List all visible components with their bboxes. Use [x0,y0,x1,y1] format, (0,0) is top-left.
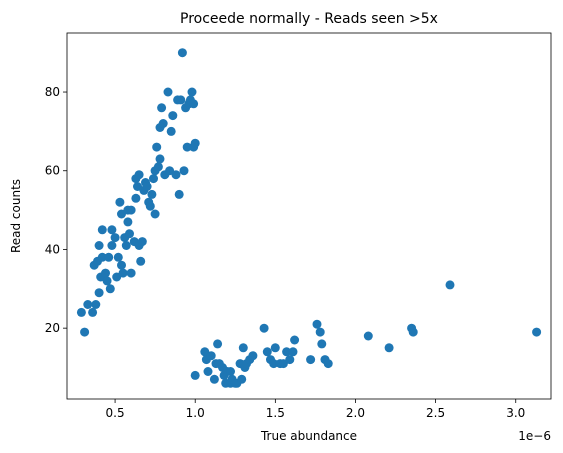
data-point [107,241,117,250]
x-tick-label: 2.5 [426,406,445,420]
data-point [102,276,112,286]
y-tick-label: 60 [45,164,60,178]
data-point [187,87,197,97]
data-point [149,174,158,184]
data-point [150,209,160,219]
data-point [248,351,258,361]
data-point [163,87,173,97]
data-point [237,374,247,384]
data-point [147,189,157,199]
data-point [166,126,176,136]
data-point [126,205,136,215]
x-axis: 0.5 1.0 1.5 2.0 2.5 3.0 [106,399,525,420]
data-point [126,268,136,278]
data-point [226,367,235,376]
data-point [145,201,155,211]
data-point [209,374,219,384]
data-point [190,138,200,148]
data-point [97,252,107,262]
y-tick-label: 20 [45,321,60,335]
data-point [152,142,162,152]
data-point [101,268,110,278]
x-tick-label: 2.0 [346,406,365,420]
data-point [203,367,213,376]
chart-title: Proceede normally - Reads seen >5x [180,11,438,27]
data-point [137,237,147,247]
data-point [306,355,316,365]
data-point [190,370,200,380]
data-point [176,95,186,105]
data-point [177,48,187,58]
data-point [282,347,292,357]
data-point [80,327,90,337]
data-point [142,182,152,191]
y-tick-label: 80 [45,85,60,99]
plot-frame [66,32,552,400]
data-point [153,162,163,172]
data-point [134,170,144,180]
data-point [312,319,322,329]
data-point [88,307,98,317]
y-axis: 20 40 60 80 [45,85,67,335]
data-point [97,225,107,235]
y-tick-label: 40 [45,242,60,256]
x-tick-label: 1.0 [186,406,205,420]
data-point [168,111,178,121]
data-point [384,343,394,353]
data-point [91,300,101,309]
data-point [189,99,199,109]
data-point [105,284,115,294]
data-point [270,343,280,353]
y-axis-label: Read counts [9,179,23,253]
x-tick-label: 1.5 [266,406,285,420]
data-point [113,252,123,262]
data-point [125,229,134,239]
x-tick-label: 0.5 [106,406,125,420]
data-point [213,339,223,349]
data-point [408,327,418,337]
data-point [182,142,192,152]
data-point [118,268,128,278]
data-point [317,339,327,349]
x-axis-scale-label: 1e−6 [518,429,551,443]
data-point [179,166,189,176]
data-point [315,327,325,337]
data-point [83,300,93,309]
data-point [323,359,333,369]
data-point [104,252,114,262]
data-point [290,335,300,345]
data-point [123,217,133,227]
data-point [262,347,272,357]
data-point [155,154,165,164]
data-point [157,103,167,113]
data-point [174,189,184,199]
data-point [107,225,117,235]
data-point [278,359,288,369]
data-point [136,256,146,266]
data-point [238,343,248,353]
data-point [363,331,373,341]
data-point [131,193,141,203]
data-point [269,359,279,369]
data-point [110,233,120,243]
data-point [76,307,86,317]
data-point [285,355,295,365]
data-point [117,260,126,270]
data-point [158,119,168,128]
data-point [532,327,542,337]
data-point [288,347,298,357]
points-layer [76,48,542,388]
x-axis-label: True abundance [260,429,357,443]
data-point [206,351,216,361]
data-point [445,280,455,290]
data-point [94,241,104,250]
x-tick-label: 3.0 [506,406,525,420]
data-point [121,241,131,250]
data-point [94,288,104,298]
data-point [171,170,181,180]
data-point [259,323,269,333]
data-point [115,197,125,207]
data-point [165,166,175,176]
